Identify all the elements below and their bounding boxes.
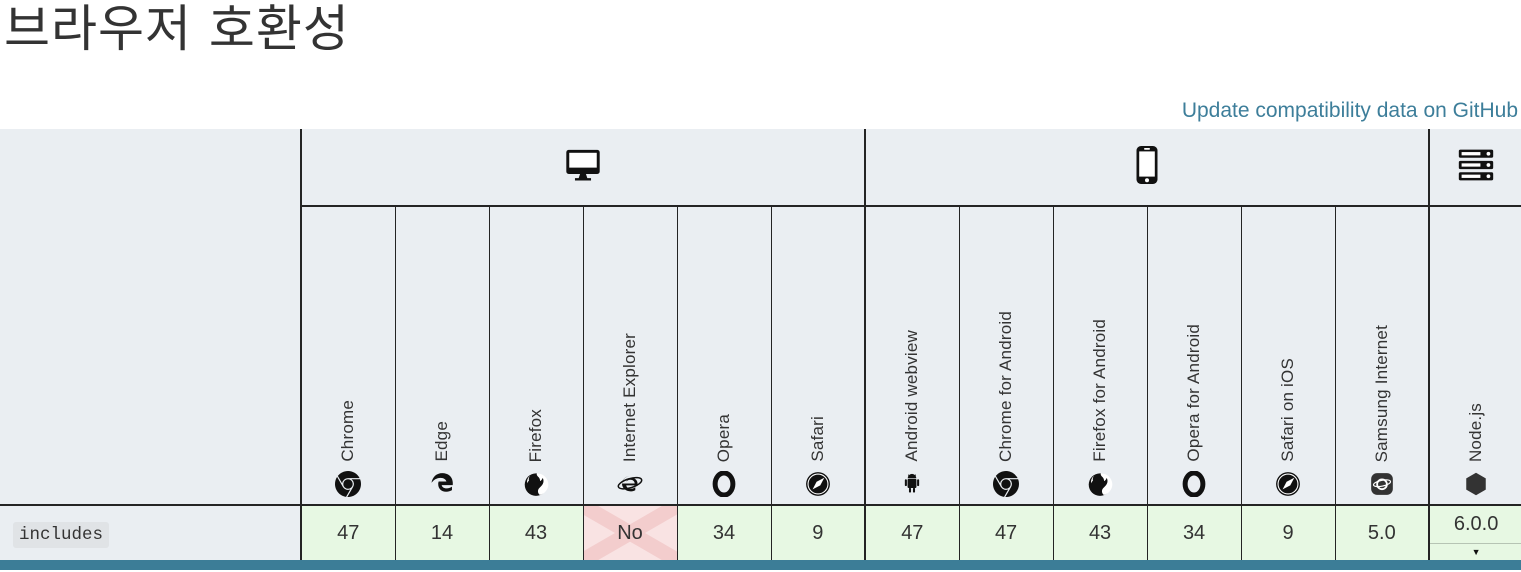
browser-header-opera-android: Opera for Android bbox=[1146, 206, 1242, 506]
browser-label: Edge bbox=[432, 421, 451, 462]
browser-label: Chrome for Android bbox=[996, 310, 1016, 462]
browser-header-opera: Opera bbox=[676, 206, 771, 506]
browser-header-chrome-android: Chrome for Android bbox=[958, 206, 1054, 506]
server-group-header bbox=[1428, 129, 1521, 207]
opera-icon bbox=[712, 471, 736, 497]
support-cell-nodejs[interactable]: 6.0.0 ▼ bbox=[1428, 505, 1521, 560]
browser-label: Firefox bbox=[526, 408, 545, 462]
browser-header-edge: Edge bbox=[394, 206, 489, 506]
browser-label: Opera for Android bbox=[1184, 324, 1204, 462]
mobile-icon bbox=[1136, 145, 1158, 184]
browser-label: Safari bbox=[807, 416, 827, 462]
feature-support-row: includes 47 14 43 No 34 9 47 47 43 34 9 … bbox=[0, 505, 1521, 560]
compat-table: Chrome Edge Firefox bbox=[0, 129, 1521, 560]
browser-header-safari: Safari bbox=[770, 206, 866, 506]
android-icon bbox=[905, 473, 920, 493]
support-cell-chrome[interactable]: 47 bbox=[300, 505, 395, 560]
support-cell-samsung-internet[interactable]: 5.0 bbox=[1334, 505, 1430, 560]
firefox-icon bbox=[1088, 473, 1113, 496]
samsung-internet-icon bbox=[1370, 473, 1393, 495]
browser-header-internet-explorer: Internet Explorer bbox=[582, 206, 677, 506]
browser-name-row: Chrome Edge Firefox bbox=[0, 206, 1521, 506]
browser-label: Chrome bbox=[338, 400, 358, 462]
chrome-icon bbox=[335, 471, 362, 497]
support-cell-firefox-android[interactable]: 43 bbox=[1052, 505, 1148, 560]
corner-cell bbox=[0, 129, 301, 506]
support-cell-android-webview[interactable]: 47 bbox=[864, 505, 960, 560]
browser-label: Opera bbox=[714, 413, 733, 462]
support-cell-safari-ios[interactable]: 9 bbox=[1240, 505, 1336, 560]
browser-label: Node.js bbox=[1466, 402, 1486, 462]
edge-icon bbox=[431, 473, 453, 492]
nodejs-icon bbox=[1466, 472, 1486, 496]
browser-header-android-webview: Android webview bbox=[864, 206, 960, 506]
support-cell-opera-android[interactable]: 34 bbox=[1146, 505, 1242, 560]
support-cell-internet-explorer[interactable]: No bbox=[582, 505, 677, 560]
support-cell-chrome-android[interactable]: 47 bbox=[958, 505, 1054, 560]
opera-icon bbox=[1182, 471, 1206, 497]
browser-header-firefox-android: Firefox for Android bbox=[1052, 206, 1148, 506]
update-link-row: Update compatibility data on GitHub bbox=[0, 99, 1521, 123]
browser-label: Firefox for Android bbox=[1090, 319, 1110, 462]
browser-header-chrome: Chrome bbox=[300, 206, 395, 506]
compat-table-container: Chrome Edge Firefox bbox=[0, 129, 1521, 560]
browser-label: Android webview bbox=[902, 330, 922, 462]
feature-code: includes bbox=[13, 521, 110, 548]
browser-label: Samsung Internet bbox=[1371, 324, 1391, 462]
desktop-group-header bbox=[299, 129, 866, 207]
browser-header-safari-ios: Safari on iOS bbox=[1240, 206, 1336, 506]
browser-label: Internet Explorer bbox=[620, 332, 639, 462]
expand-row-control[interactable]: ▼ bbox=[1430, 543, 1521, 560]
support-cell-safari[interactable]: 9 bbox=[770, 505, 866, 560]
support-cell-firefox[interactable]: 43 bbox=[488, 505, 583, 560]
support-cell-opera[interactable]: 34 bbox=[676, 505, 771, 560]
support-cell-edge[interactable]: 14 bbox=[394, 505, 489, 560]
desktop-icon bbox=[566, 149, 600, 180]
expand-triangle-icon: ▼ bbox=[1471, 546, 1481, 557]
platform-group-row bbox=[0, 129, 1521, 506]
update-compat-data-link[interactable]: Update compatibility data on GitHub bbox=[1181, 99, 1518, 122]
table-horizontal-scrollbar[interactable] bbox=[0, 560, 1521, 570]
browser-header-firefox: Firefox bbox=[488, 206, 583, 506]
safari-icon bbox=[1276, 472, 1300, 496]
server-icon bbox=[1458, 149, 1494, 180]
browser-header-nodejs: Node.js bbox=[1428, 206, 1521, 506]
feature-name-cell: includes bbox=[0, 505, 301, 560]
mobile-group-header bbox=[864, 129, 1430, 207]
internet-explorer-icon bbox=[617, 475, 643, 492]
chrome-icon bbox=[993, 471, 1020, 497]
firefox-icon bbox=[524, 473, 549, 496]
browser-header-samsung-internet: Samsung Internet bbox=[1334, 206, 1430, 506]
section-heading: 브라우저 호환성 bbox=[4, 0, 350, 58]
browser-label: Safari on iOS bbox=[1278, 358, 1298, 462]
safari-icon bbox=[805, 472, 830, 496]
